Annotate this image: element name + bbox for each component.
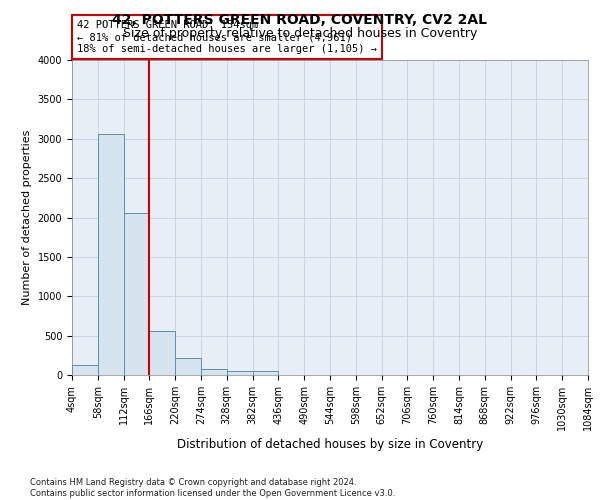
Bar [72, 365, 98, 375]
Text: 42 POTTERS GREEN ROAD: 154sqm
← 81% of detached houses are smaller (4,961)
18% o: 42 POTTERS GREEN ROAD: 154sqm ← 81% of d… [77, 20, 377, 54]
Bar [124, 213, 149, 375]
Bar [98, 134, 124, 375]
X-axis label: Distribution of detached houses by size in Coventry: Distribution of detached houses by size … [177, 438, 483, 452]
Bar [149, 331, 175, 375]
Y-axis label: Number of detached properties: Number of detached properties [22, 130, 32, 305]
Bar [175, 358, 201, 375]
Bar [227, 371, 253, 375]
Text: Size of property relative to detached houses in Coventry: Size of property relative to detached ho… [123, 28, 477, 40]
Text: 42, POTTERS GREEN ROAD, COVENTRY, CV2 2AL: 42, POTTERS GREEN ROAD, COVENTRY, CV2 2A… [113, 12, 487, 26]
Bar [253, 371, 278, 375]
Bar [201, 369, 227, 375]
Text: Contains HM Land Registry data © Crown copyright and database right 2024.
Contai: Contains HM Land Registry data © Crown c… [30, 478, 395, 498]
